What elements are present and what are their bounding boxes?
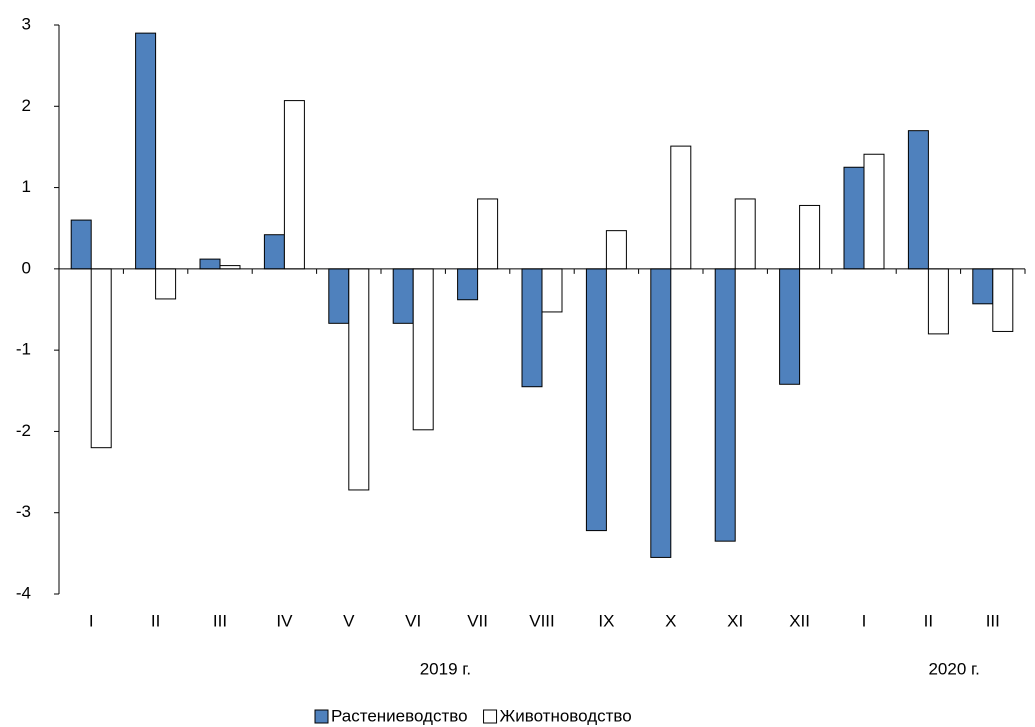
annotation: 2019 г.: [420, 659, 471, 678]
y-tick-label: -2: [16, 421, 31, 440]
x-tick-label: XII: [789, 611, 810, 630]
bar: [283, 100, 305, 270]
legend-label: Растениеводство: [331, 706, 468, 725]
x-tick-label: X: [665, 611, 676, 630]
bar: [412, 268, 434, 431]
bar: [70, 219, 92, 270]
y-tick-label: 1: [22, 177, 31, 196]
x-tick-label: II: [924, 611, 933, 630]
bar: [992, 268, 1014, 332]
annotation: 2020 г.: [928, 659, 979, 678]
bar: [135, 32, 157, 270]
y-tick-label: -3: [16, 502, 31, 521]
x-tick-label: IV: [276, 611, 293, 630]
x-tick-label: VI: [405, 611, 421, 630]
x-tick-label: III: [213, 611, 227, 630]
x-tick-label: III: [986, 611, 1000, 630]
bar: [348, 268, 370, 491]
bar: [263, 234, 285, 270]
bar: [605, 230, 627, 270]
legend-swatch: [483, 709, 498, 724]
bar: [392, 268, 414, 324]
bar: [90, 268, 112, 449]
bar: [907, 130, 929, 270]
x-tick-label: IX: [598, 611, 614, 630]
bar: [457, 268, 479, 301]
y-tick-label: 3: [22, 14, 31, 33]
y-tick-label: -1: [16, 340, 31, 359]
x-tick-label: II: [151, 611, 160, 630]
x-tick-label: VII: [467, 611, 488, 630]
bar: [585, 268, 607, 532]
y-tick-label: 2: [22, 96, 31, 115]
bar: [521, 268, 543, 388]
bar: [477, 198, 499, 270]
bar: [972, 268, 994, 305]
bar: [155, 268, 177, 300]
bar: [199, 258, 221, 270]
bar: [927, 268, 949, 335]
x-tick-label: XI: [727, 611, 743, 630]
legend-swatch: [314, 709, 329, 724]
x-tick-label: I: [89, 611, 94, 630]
bar: [670, 145, 692, 270]
x-tick-label: VIII: [529, 611, 555, 630]
bar: [734, 198, 756, 270]
y-tick-label: -4: [16, 583, 31, 602]
bar: [863, 153, 885, 270]
legend-label: Животноводство: [500, 706, 632, 725]
bar: [843, 166, 865, 270]
x-tick-label: I: [862, 611, 867, 630]
bar: [779, 268, 801, 385]
bar: [714, 268, 736, 542]
x-tick-label: V: [343, 611, 355, 630]
bar: [541, 268, 563, 313]
y-tick-label: 0: [22, 258, 31, 277]
bar: [799, 204, 821, 270]
bar: [328, 268, 350, 324]
bar: [650, 268, 672, 558]
